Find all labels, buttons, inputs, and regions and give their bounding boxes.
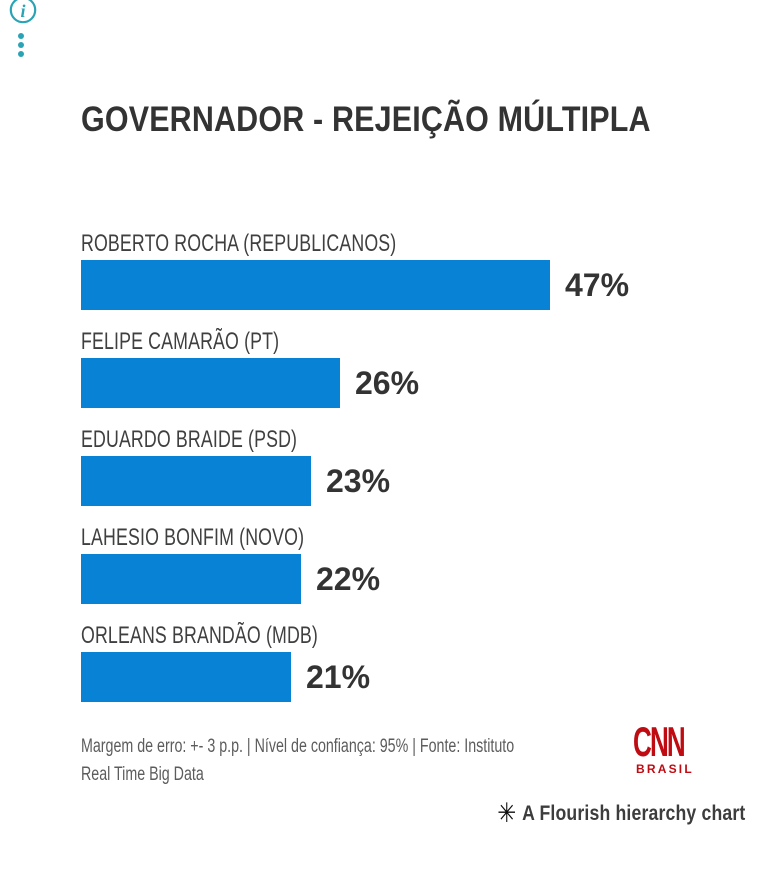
cnn-logo-text: CNN: [633, 718, 686, 765]
bar-row: EDUARDO BRAIDE (PSD) 23%: [81, 427, 751, 506]
info-icon[interactable]: i: [8, 0, 38, 26]
bar-chart: ROBERTO ROCHA (REPUBLICANOS) 47% FELIPE …: [81, 231, 751, 721]
flourish-credit-link[interactable]: ✳ A Flourish hierarchy chart: [497, 800, 745, 827]
bar-category-label: LAHESIO BONFIM (NOVO): [81, 524, 305, 551]
flourish-credit-text: A Flourish hierarchy chart: [521, 801, 745, 825]
bar-row: ORLEANS BRANDÃO (MDB) 21%: [81, 623, 751, 702]
bar-value-label: 47%: [565, 267, 630, 303]
bar-category-label: EDUARDO BRAIDE (PSD): [81, 426, 298, 453]
menu-dot: [18, 51, 24, 57]
source-line-2: Real Time Big Data: [81, 764, 204, 785]
bar: [81, 652, 291, 702]
source-line-1: Margem de erro: +- 3 p.p. | Nível de con…: [81, 736, 515, 757]
chart-title: GOVERNADOR - REJEIÇÃO MÚLTIPLA: [81, 100, 651, 139]
bar: [81, 554, 301, 604]
bar-category-label: FELIPE CAMARÃO (PT): [81, 328, 280, 355]
cnn-logo-subtext: BRASIL: [636, 762, 694, 776]
menu-dot: [18, 33, 24, 39]
info-circle-icon: i: [9, 0, 37, 24]
menu-dot: [18, 42, 24, 48]
svg-text:i: i: [20, 1, 25, 21]
bar-value-label: 23%: [326, 463, 391, 499]
bar-value-label: 22%: [316, 561, 381, 597]
bar-row: ROBERTO ROCHA (REPUBLICANOS) 47%: [81, 231, 751, 310]
cnn-brasil-logo: CNN BRASIL: [633, 718, 715, 777]
bar: [81, 456, 311, 506]
bar-row: LAHESIO BONFIM (NOVO) 22%: [81, 525, 751, 604]
bar-row: FELIPE CAMARÃO (PT) 26%: [81, 329, 751, 408]
bar-category-label: ORLEANS BRANDÃO (MDB): [81, 622, 318, 649]
source-note: Margem de erro: +- 3 p.p. | Nível de con…: [81, 733, 659, 789]
bar-value-label: 26%: [355, 365, 420, 401]
flourish-asterisk-icon: ✳: [496, 798, 516, 828]
bar-category-label: ROBERTO ROCHA (REPUBLICANOS): [81, 230, 397, 257]
kebab-menu-icon[interactable]: [18, 33, 32, 60]
bar: [81, 358, 340, 408]
bar-value-label: 21%: [306, 659, 371, 695]
bar: [81, 260, 550, 310]
